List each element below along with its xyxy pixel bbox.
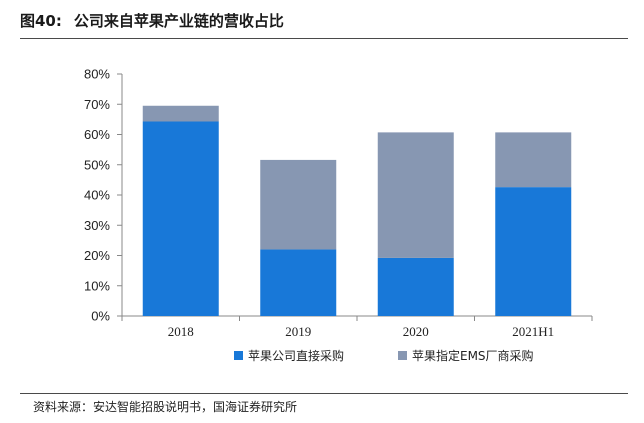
- bar-direct-purchase: [377, 257, 454, 316]
- y-tick-label: 50%: [84, 157, 110, 172]
- y-tick-label: 0%: [91, 309, 110, 324]
- y-tick-label: 70%: [84, 97, 110, 112]
- bar-direct-purchase: [495, 187, 572, 316]
- y-tick-label: 80%: [84, 67, 110, 82]
- source-divider: [20, 393, 628, 394]
- y-tick-label: 10%: [84, 278, 110, 293]
- legend-item-ems-label: 苹果指定EMS厂商采购: [412, 348, 534, 363]
- title-divider: [20, 38, 628, 39]
- legend-item-ems-swatch: [398, 351, 407, 360]
- stacked-bar-chart: 0%10%20%30%40%50%60%70%80% 2018 2019 2020 2…: [84, 67, 593, 363]
- y-tick-label: 60%: [84, 127, 110, 142]
- bar-ems-purchase: [377, 132, 454, 258]
- bar-ems-purchase: [142, 105, 219, 122]
- bar-ems-purchase: [495, 132, 572, 188]
- y-axis: 0% 10% 20% 30% 40% 50% 60% 70% 80%: [84, 67, 123, 324]
- x-axis: 2018 2019 2020 2021H1: [121, 315, 593, 339]
- bar-direct-purchase: [260, 249, 337, 316]
- x-tick-label: 2018: [168, 324, 194, 339]
- x-tick-label: 2021H1: [512, 324, 554, 339]
- y-tick-label: 20%: [84, 248, 110, 263]
- y-tick-label: 40%: [84, 188, 110, 203]
- figure-number: 图40:: [20, 12, 62, 30]
- bar-series-group: [142, 105, 572, 317]
- figure-title: 图40: 公司来自苹果产业链的营收占比: [20, 10, 284, 31]
- figure-title-text: 公司来自苹果产业链的营收占比: [73, 12, 284, 30]
- bar-ems-purchase: [260, 159, 337, 250]
- x-tick-label: 2020: [403, 324, 429, 339]
- x-tick-label: 2019: [285, 324, 311, 339]
- source-note: 资料来源：安达智能招股说明书，国海证券研究所: [33, 400, 298, 414]
- bar-direct-purchase: [142, 121, 219, 317]
- figure-header: 图40: 公司来自苹果产业链的营收占比: [0, 0, 644, 40]
- legend-item-direct-swatch: [234, 351, 243, 360]
- y-tick-label: 30%: [84, 218, 110, 233]
- legend: 苹果公司直接采购 苹果指定EMS厂商采购: [234, 348, 534, 363]
- legend-item-direct-label: 苹果公司直接采购: [248, 348, 344, 363]
